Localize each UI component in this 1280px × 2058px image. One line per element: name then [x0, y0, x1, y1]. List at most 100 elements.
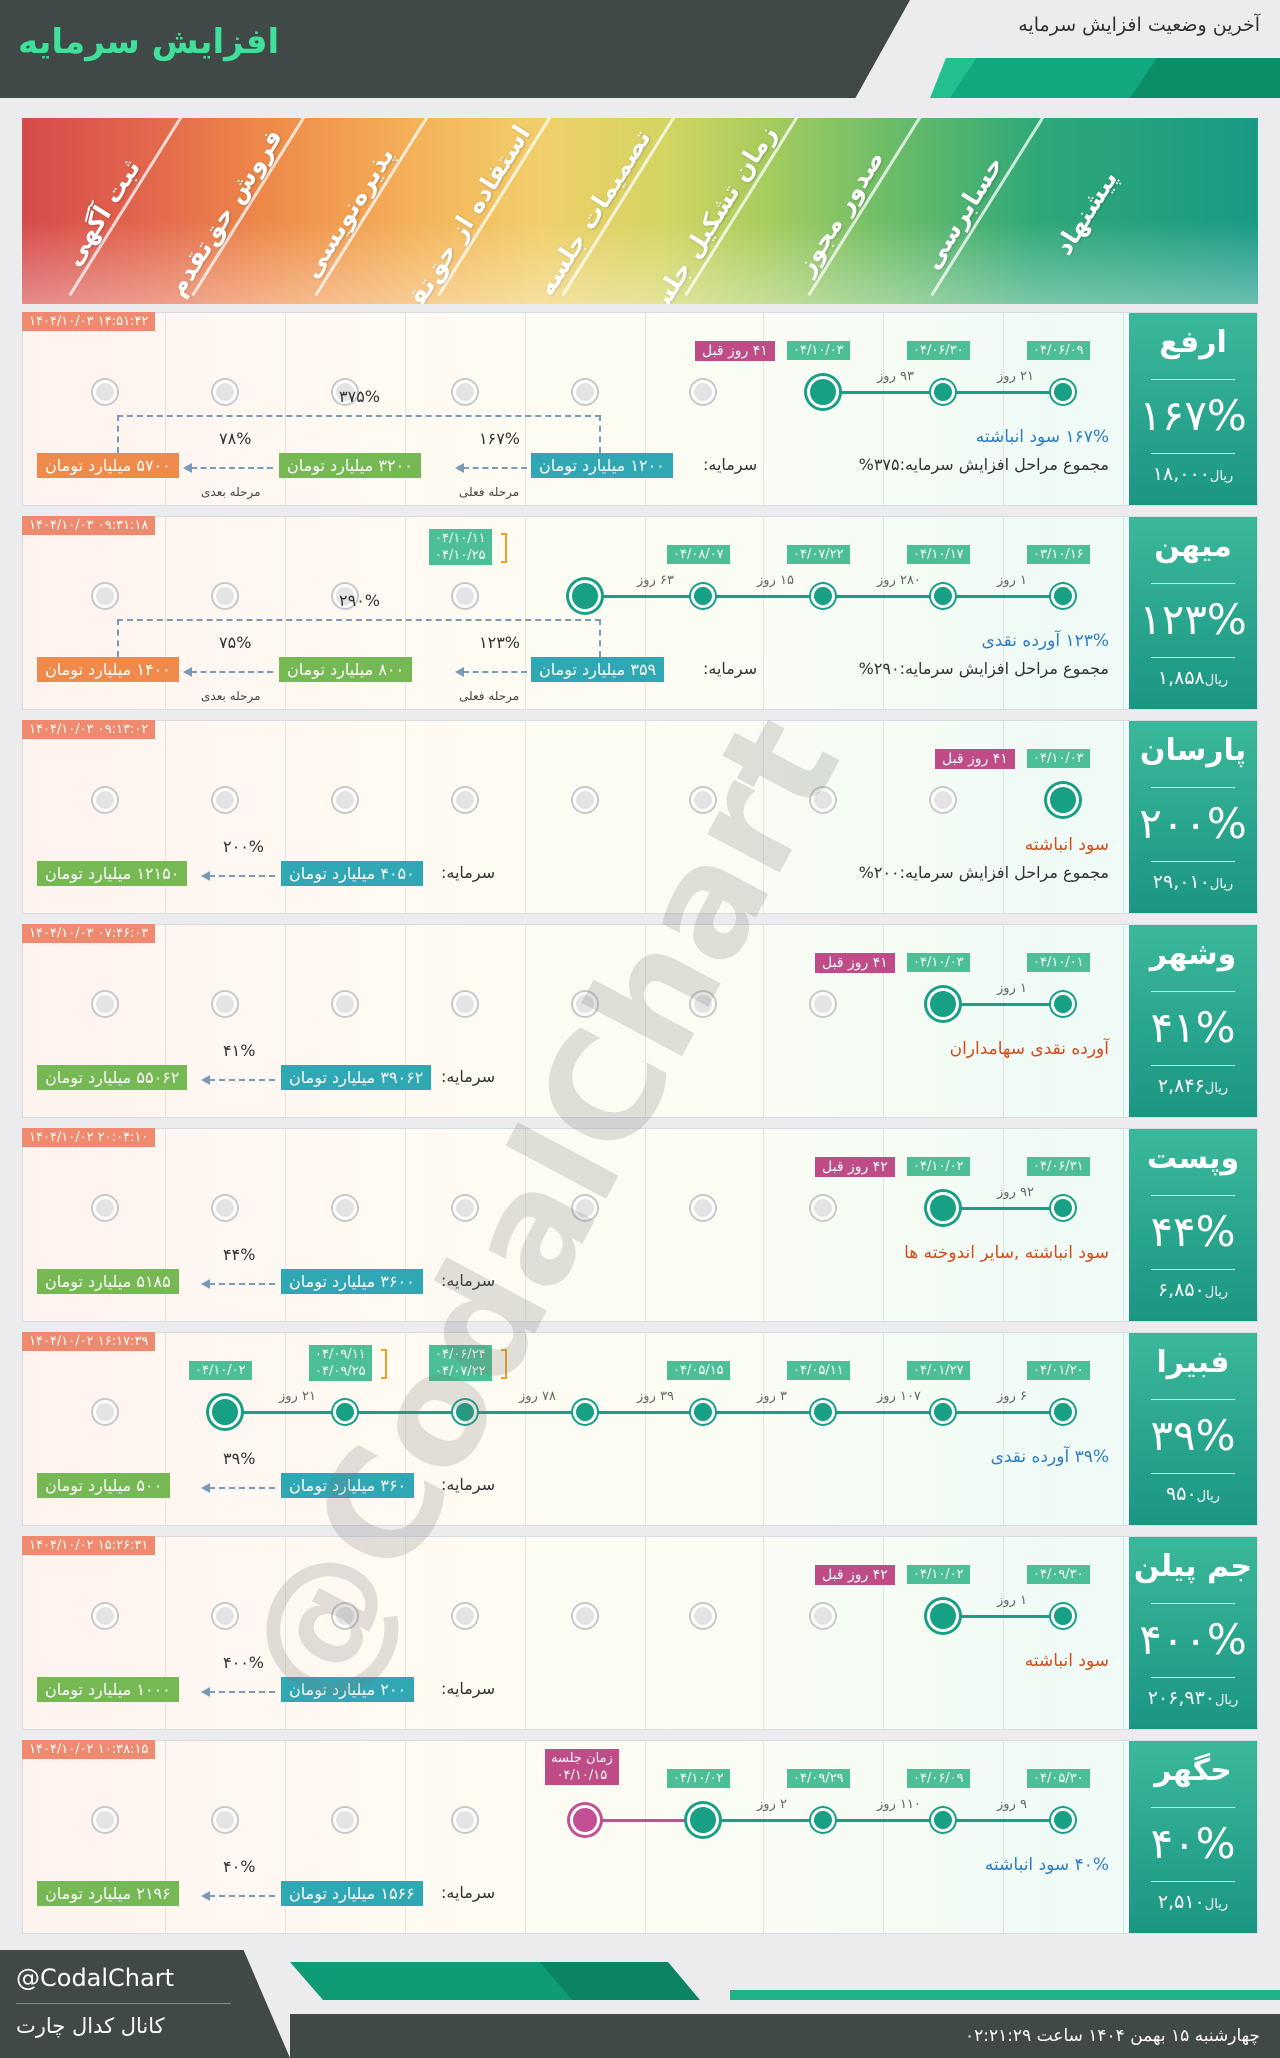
capital-current: ۳۵۹ میلیارد تومان	[531, 657, 665, 682]
stage-node[interactable]	[333, 788, 357, 812]
stage-node[interactable]	[811, 788, 835, 812]
stage-node[interactable]	[333, 584, 357, 608]
stage-node[interactable]	[811, 1400, 835, 1424]
stage-node[interactable]	[333, 380, 357, 404]
stage-node[interactable]	[573, 1400, 597, 1424]
flow-arrow	[455, 667, 527, 677]
stage-node[interactable]	[453, 992, 477, 1016]
stage-node[interactable]	[687, 1804, 719, 1836]
stage-node[interactable]	[1051, 1196, 1075, 1220]
stage-node[interactable]	[573, 1196, 597, 1220]
stage-node[interactable]	[927, 1192, 959, 1224]
stage-node[interactable]	[1051, 1400, 1075, 1424]
stage-node[interactable]	[1051, 380, 1075, 404]
price-value: ۱,۸۵۸	[1157, 667, 1205, 689]
stage-node[interactable]	[333, 992, 357, 1016]
stage-node[interactable]	[691, 380, 715, 404]
stage-node[interactable]	[453, 788, 477, 812]
grid-line	[405, 721, 406, 913]
stage-node[interactable]	[1051, 1604, 1075, 1628]
stage-node[interactable]	[811, 992, 835, 1016]
company-summary[interactable]: وشهر ۴۱% ریال۲,۸۴۶	[1129, 925, 1257, 1117]
stage-node[interactable]	[453, 1196, 477, 1220]
stage-node[interactable]	[691, 788, 715, 812]
stage-node[interactable]	[333, 1196, 357, 1220]
page-header: افزایش سرمایه آخرین وضعیت افزایش سرمایه	[0, 0, 1280, 98]
stage-node[interactable]	[691, 1196, 715, 1220]
stage-node[interactable]	[1051, 992, 1075, 1016]
stage-node[interactable]	[691, 1604, 715, 1628]
company-summary[interactable]: حگهر ۴۰% ریال۲,۵۱۰	[1129, 1741, 1257, 1933]
company-summary[interactable]: ارفع ۱۶۷% ریال۱۸,۰۰۰	[1129, 313, 1257, 505]
stage-node[interactable]	[570, 1805, 600, 1835]
grid-line	[1123, 721, 1124, 913]
stage-node[interactable]	[209, 1396, 241, 1428]
stage-node[interactable]	[93, 1400, 117, 1424]
stage-node[interactable]	[931, 584, 955, 608]
stage-node[interactable]	[931, 380, 955, 404]
company-name[interactable]: وشهر	[1149, 937, 1237, 972]
stage-node[interactable]	[93, 584, 117, 608]
stage-node[interactable]	[931, 788, 955, 812]
company-summary[interactable]: فبیرا ۳۹% ریال۹۵۰	[1129, 1333, 1257, 1525]
stage-node[interactable]	[333, 1808, 357, 1832]
stage-node[interactable]	[691, 584, 715, 608]
stage-node[interactable]	[931, 1808, 955, 1832]
stage-node[interactable]	[1051, 1808, 1075, 1832]
company-summary[interactable]: پارسان ۲۰۰% ریال۲۹,۰۱۰	[1129, 721, 1257, 913]
stage-node[interactable]	[811, 584, 835, 608]
stage-node[interactable]	[691, 992, 715, 1016]
stage-node[interactable]	[93, 788, 117, 812]
stage-node[interactable]	[807, 376, 839, 408]
increase-percent: ۱۲۳%	[1139, 595, 1247, 644]
company-summary[interactable]: میهن ۱۲۳% ریال۱,۸۵۸	[1129, 517, 1257, 709]
stage-node[interactable]	[573, 380, 597, 404]
stage-node[interactable]	[1051, 584, 1075, 608]
stage-node[interactable]	[453, 1400, 477, 1424]
stage-node[interactable]	[213, 1808, 237, 1832]
stage-node[interactable]	[213, 992, 237, 1016]
stage-node[interactable]	[811, 1196, 835, 1220]
stage-node[interactable]	[927, 988, 959, 1020]
stage-node[interactable]	[213, 1604, 237, 1628]
stage-node[interactable]	[573, 992, 597, 1016]
stage-node[interactable]	[931, 1400, 955, 1424]
stage-node[interactable]	[453, 1604, 477, 1628]
company-name[interactable]: پارسان	[1139, 733, 1247, 768]
stage-node[interactable]	[93, 1808, 117, 1832]
footer-handle[interactable]: @CodalChart	[16, 1964, 175, 1992]
stage-node[interactable]	[333, 1400, 357, 1424]
company-summary[interactable]: جم پیلن ۴۰۰% ریال۲۰۶,۹۳۰	[1129, 1537, 1257, 1729]
stage-node[interactable]	[93, 1196, 117, 1220]
stage-node[interactable]	[573, 788, 597, 812]
stage-node[interactable]	[927, 1600, 959, 1632]
stage-node[interactable]	[213, 788, 237, 812]
stage-node[interactable]	[691, 1400, 715, 1424]
company-name[interactable]: جم پیلن	[1133, 1549, 1253, 1584]
stage-node[interactable]	[333, 1604, 357, 1628]
company-summary[interactable]: وپست ۴۴% ریال۶,۸۵۰	[1129, 1129, 1257, 1321]
stage-node[interactable]	[93, 1604, 117, 1628]
days-ago-badge: ۴۱ روز قبل	[815, 953, 895, 973]
company-name[interactable]: حگهر	[1154, 1753, 1232, 1788]
stage-node[interactable]	[453, 584, 477, 608]
grid-line	[165, 313, 166, 505]
stage-node[interactable]	[453, 1808, 477, 1832]
grid-line	[405, 925, 406, 1117]
company-name[interactable]: فبیرا	[1156, 1345, 1230, 1380]
stage-node[interactable]	[453, 380, 477, 404]
stage-node[interactable]	[569, 580, 601, 612]
capital-source: ۳۹% آورده نقدی	[990, 1447, 1109, 1467]
stage-node[interactable]	[213, 1196, 237, 1220]
company-name[interactable]: ارفع	[1159, 325, 1227, 360]
company-name[interactable]: وپست	[1146, 1141, 1240, 1176]
stage-node[interactable]	[1047, 784, 1079, 816]
stage-node[interactable]	[213, 584, 237, 608]
company-name[interactable]: میهن	[1154, 529, 1232, 564]
stage-node[interactable]	[93, 992, 117, 1016]
stage-node[interactable]	[811, 1604, 835, 1628]
stage-node[interactable]	[811, 1808, 835, 1832]
stage-node[interactable]	[93, 380, 117, 404]
stage-node[interactable]	[573, 1604, 597, 1628]
stage-node[interactable]	[213, 380, 237, 404]
